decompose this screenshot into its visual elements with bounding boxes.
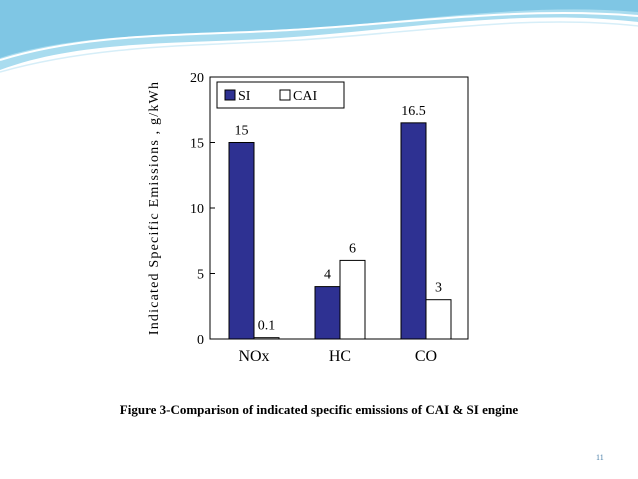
bar-cai-nox — [253, 337, 280, 340]
data-label: 4 — [324, 268, 331, 283]
bar-si-nox — [228, 142, 255, 340]
data-label: 6 — [349, 241, 356, 256]
bar-si-co — [400, 122, 427, 340]
data-label: 3 — [435, 281, 442, 296]
y-axis-label: Indicated Specific Emissions , g/kWh — [147, 81, 162, 335]
figure-caption: Figure 3-Comparison of indicated specifi… — [119, 402, 519, 417]
legend-swatch-cai — [279, 89, 291, 101]
bar-cai-hc — [339, 259, 366, 340]
bar-si-hc — [314, 286, 341, 340]
header-swoosh — [0, 0, 638, 73]
emissions-chart: 0 5 10 15 20 Indicated Specific Emissions , g… — [133, 60, 471, 370]
bar-cai-co — [425, 299, 452, 340]
legend-label-si: SI — [238, 89, 251, 104]
data-label: 15 — [235, 124, 249, 139]
x-tick-label: HC — [329, 348, 351, 365]
legend-label-cai: CAI — [293, 89, 317, 104]
chart-svg: 0 5 10 15 20 Indicated Specific Emissions , g… — [147, 71, 469, 365]
data-label: 0.1 — [258, 319, 276, 334]
y-tick-label: 0 — [197, 333, 204, 348]
data-label: 16.5 — [401, 104, 426, 119]
y-tick-label: 5 — [197, 268, 204, 283]
slide-number: 11 — [596, 453, 604, 462]
y-tick-label: 20 — [190, 71, 204, 86]
x-tick-label: NOx — [238, 348, 269, 365]
y-tick-label: 15 — [190, 137, 204, 152]
x-tick-label: CO — [415, 348, 437, 365]
y-tick-label: 10 — [190, 202, 204, 217]
legend-swatch-si — [224, 89, 236, 101]
